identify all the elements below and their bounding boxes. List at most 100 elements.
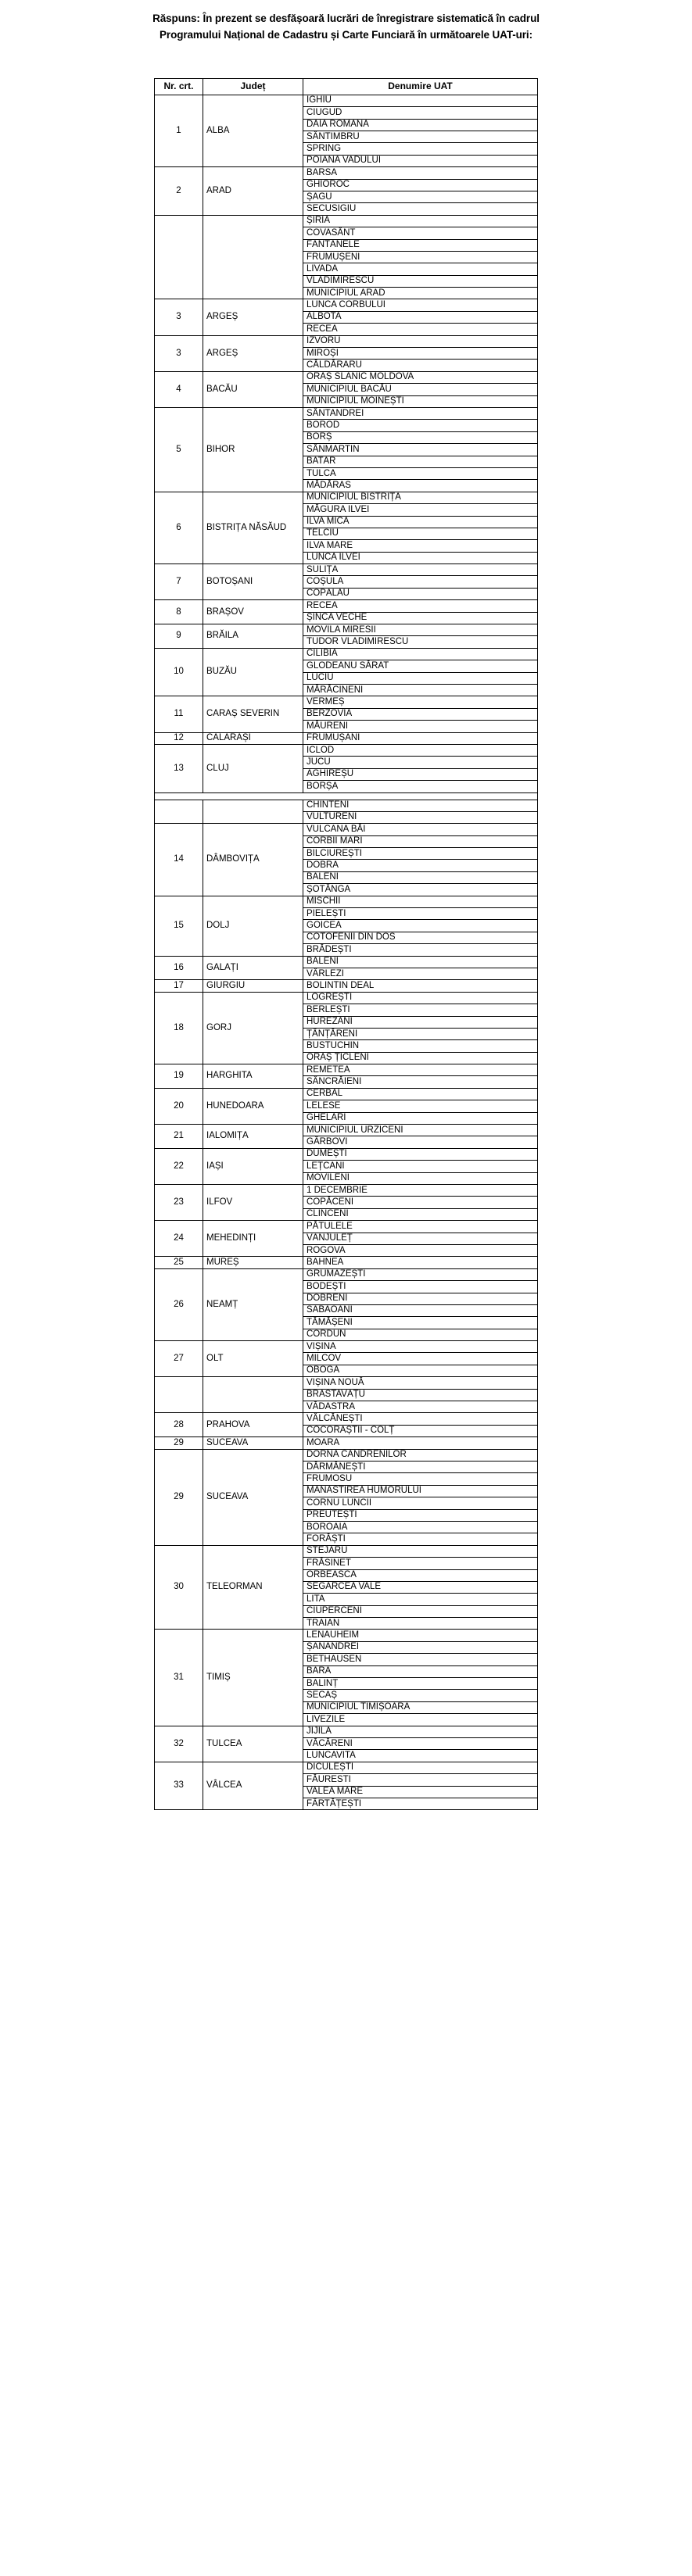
cell-denumire-uat: CORDUN [303, 1328, 538, 1342]
table-row: 1 ALBA IGHIU [154, 94, 538, 168]
table-row: VLADIMIRESCU [155, 274, 538, 288]
intro-line-1: Răspuns: În prezent se desfășoară lucrăr… [152, 13, 540, 24]
cell-denumire-uat: SEGARCEA VALE [303, 1580, 538, 1594]
table-row: 4 BACĂU ORAȘ SLĂNIC MOLDOVA [154, 370, 538, 409]
cell-nr-crt: 17 [154, 979, 203, 993]
cell-nr-crt: 13 [154, 743, 203, 793]
page-break-spacer [154, 792, 538, 800]
cell-denumire-uat: TUDOR VLADIMIRESCU [303, 635, 538, 649]
table-row: 13 CLUJ ICLOD [154, 743, 538, 793]
table-row: OBOGA [155, 1364, 538, 1378]
cell-nr-crt: 28 [154, 1412, 203, 1438]
cell-judet: MEHEDINȚI [203, 1220, 303, 1258]
cell-denumire-uat: CILIBIA [303, 647, 538, 661]
table-row: SECUSIGIU [155, 202, 538, 216]
cell-denumire-uat: JIJILA [303, 1725, 538, 1738]
column-header-judet: Județ [203, 77, 303, 95]
cell-denumire-uat: BRASTAVĂȚU [303, 1388, 538, 1402]
cell-denumire-uat: BALINȚ [303, 1677, 538, 1690]
cell-nr-crt: 3 [154, 299, 203, 336]
table-row: PREUTEȘTI [155, 1508, 538, 1522]
table-row: ORAȘ ȚICLENI [155, 1051, 538, 1065]
table-row: SEGARCEA VALE [155, 1580, 538, 1594]
cell-denumire-uat: LELESE [303, 1100, 538, 1113]
cell-denumire-uat: MUNICIPIUL URZICENI [303, 1124, 538, 1137]
cell-denumire-uat: VÂNJULEȚ [303, 1232, 538, 1245]
cell-denumire-uat: SECUSIGIU [303, 202, 538, 216]
cell-denumire-uat: DORNA CÂNDRENILOR [303, 1448, 538, 1462]
cell-denumire-uat: ȘÂNANDREI [303, 1640, 538, 1655]
cell-denumire-uat: MIROȘI [303, 347, 538, 360]
cell-nr-crt: 2 [154, 166, 203, 216]
cell-denumire-uat: LOGREȘTI [303, 991, 538, 1005]
cell-denumire-uat: HUREZANI [303, 1015, 538, 1029]
cell-nr-crt: 1 [154, 94, 203, 168]
cell-denumire-uat: LIVEZILE [303, 1713, 538, 1726]
cell-denumire-uat: GÂRBOVI [303, 1136, 538, 1149]
table-row: BRĂDEȘTI [155, 943, 538, 957]
table-row: BRASTAVĂȚU [155, 1388, 538, 1402]
cell-judet: TULCEA [203, 1725, 303, 1762]
cell-denumire-uat: BOROD [303, 419, 538, 432]
cell-nr-crt [154, 214, 203, 300]
cell-denumire-uat: LEȚCANI [303, 1160, 538, 1173]
table-row: TUDOR VLADIMIRESCU [155, 635, 538, 649]
cell-denumire-uat: SÂNCRĂIENI [303, 1075, 538, 1089]
cell-nr-crt: 8 [154, 599, 203, 625]
cell-denumire-uat: CIUPERCENI [303, 1605, 538, 1619]
cell-denumire-uat: SÂNTIMBRU [303, 131, 538, 144]
table-row: 16 GALAȚI BĂLENI [154, 955, 538, 981]
cell-denumire-uat: MOARA [303, 1436, 538, 1450]
table-row: BUSTUCHIN [155, 1039, 538, 1053]
cell-nr-crt: 16 [154, 955, 203, 981]
cell-denumire-uat: CERBĂL [303, 1087, 538, 1101]
cell-denumire-uat: VERMEȘ [303, 696, 538, 709]
cell-denumire-uat: ȘINCA VECHE [303, 611, 538, 625]
cell-denumire-uat: BERZOVIA [303, 707, 538, 721]
cell-denumire-uat: BORȘ [303, 431, 538, 445]
cell-denumire-uat: VÂLCĂNEȘTI [303, 1412, 538, 1426]
table-row: DOBRENI [155, 1292, 538, 1305]
cell-denumire-uat: COCORĂȘTII - COLȚ [303, 1424, 538, 1438]
cell-judet: ALBA [203, 94, 303, 168]
cell-denumire-uat: TELCIU [303, 527, 538, 541]
table-row: 8 BRAȘOV RECEA [154, 599, 538, 625]
cell-nr-crt: 25 [154, 1256, 203, 1269]
cell-judet: MUREȘ [203, 1256, 303, 1269]
cell-judet: CLUJ [203, 743, 303, 793]
cell-judet: CĂLĂRAȘI [203, 732, 303, 745]
column-header-uat: Denumire UAT [303, 77, 538, 95]
table-row: ȘOTÂNGA [155, 883, 538, 896]
table-row: MĂURENI [155, 720, 538, 733]
cell-denumire-uat: ȘIRIA [303, 214, 538, 228]
cell-judet: GORJ [203, 991, 303, 1065]
cell-nr-crt: 32 [154, 1725, 203, 1762]
cell-judet: SUCEAVA [203, 1448, 303, 1546]
table-row: BILCIUREȘTI [155, 847, 538, 860]
table-row: PIELEȘTI [155, 907, 538, 921]
cell-denumire-uat: MĂGURA ILVEI [303, 503, 538, 517]
cell-denumire-uat: MĂRĂCINENI [303, 683, 538, 697]
cell-judet: ARGEȘ [203, 335, 303, 372]
table-row: 29 SUCEAVA DORNA CÂNDRENILOR [154, 1448, 538, 1546]
cell-denumire-uat: LITA [303, 1593, 538, 1606]
cell-denumire-uat: BUSTUCHIN [303, 1039, 538, 1053]
table-row: VULTURENI [155, 810, 538, 825]
cell-nr-crt: 22 [154, 1147, 203, 1186]
cell-denumire-uat: MOVILENI [303, 1172, 538, 1186]
table-row: 17 GIURGIU BOLINTIN DEAL [154, 979, 538, 993]
cell-denumire-uat: VIȘINA [303, 1340, 538, 1354]
cell-denumire-uat: MĂURENI [303, 720, 538, 733]
cell-judet: IALOMIȚA [203, 1124, 303, 1149]
cell-nr-crt: 21 [154, 1124, 203, 1149]
cell-denumire-uat: BARA [303, 1665, 538, 1679]
table-row: BĂLENI [155, 871, 538, 885]
cell-judet: BIHOR [203, 407, 303, 492]
cell-denumire-uat: MUNICIPIUL ARAD [303, 287, 538, 300]
cell-denumire-uat: GOICEA [303, 919, 538, 932]
cell-nr-crt [154, 799, 203, 825]
cell-nr-crt: 14 [154, 823, 203, 896]
cell-judet: OLT [203, 1340, 303, 1378]
cell-denumire-uat: DOBRENI [303, 1292, 538, 1305]
cell-denumire-uat: ȘAGU [303, 190, 538, 204]
